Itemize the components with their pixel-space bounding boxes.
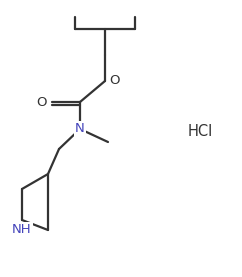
Text: HCl: HCl — [187, 124, 213, 140]
Text: O: O — [37, 96, 47, 109]
Text: N: N — [75, 122, 85, 135]
Text: O: O — [109, 75, 120, 88]
Text: NH: NH — [12, 223, 32, 236]
